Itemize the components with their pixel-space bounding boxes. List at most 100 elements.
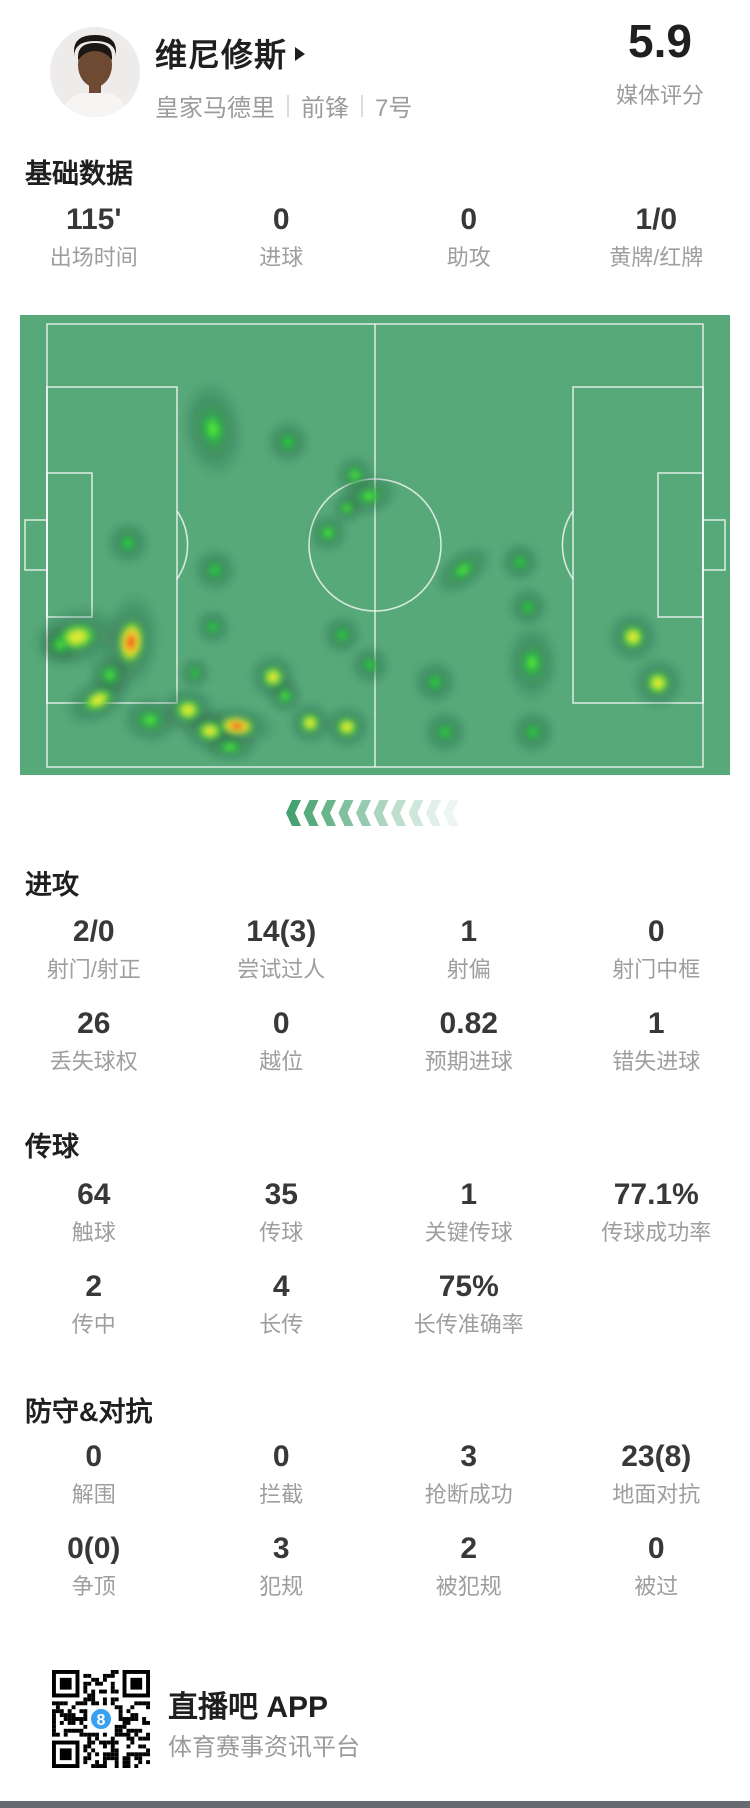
team-name: 皇家马德里: [155, 95, 275, 122]
separator: [361, 94, 363, 117]
stat-label: 出场时间: [49, 245, 138, 270]
stat-label: 射门中框: [612, 957, 701, 982]
basic-stats-grid: 115' 出场时间 0 进球 0 助攻 1/0 黄牌/红牌: [0, 203, 750, 271]
stat-cell: 64 触球: [0, 1178, 188, 1246]
qr-code-image: 8: [52, 1670, 150, 1768]
stat-value: 14(3): [246, 915, 317, 948]
stat-cell: 0 解围: [0, 1440, 188, 1508]
stat-value: 3: [460, 1440, 478, 1473]
stat-cell: 115' 出场时间: [0, 203, 188, 271]
shirt-number: 7号: [375, 95, 413, 122]
stat-cell: 1 射偏: [375, 915, 563, 983]
stat-value: 2: [85, 1270, 103, 1303]
stat-value: 0: [647, 1532, 665, 1565]
defense-stats-grid: 0 解围 0 拦截 3 抢断成功 23(8) 地面对抗 0(0) 争顶 3 犯规 2 被犯规 0 被过: [0, 1440, 750, 1600]
stat-label: 射偏: [446, 957, 491, 982]
stat-label: 尝试过人: [237, 957, 326, 982]
stat-label: 被过: [634, 1574, 679, 1599]
stat-value: 0: [85, 1440, 103, 1473]
stat-value: 0(0): [67, 1532, 121, 1565]
stat-value: 1: [460, 1178, 478, 1211]
stat-cell: 23(8) 地面对抗: [563, 1440, 750, 1508]
stat-cell: 0(0) 争顶: [0, 1532, 188, 1600]
stat-value: 1: [647, 1007, 665, 1040]
separator: [287, 94, 289, 117]
stat-cell: 0.82 预期进球: [375, 1007, 563, 1075]
section-title-passing: 传球: [25, 1132, 79, 1162]
stat-value: 0: [272, 203, 290, 236]
stat-value: 4: [272, 1270, 290, 1303]
position: 前锋: [301, 95, 349, 122]
stat-value: 77.1%: [613, 1178, 699, 1211]
stat-label: 传中: [71, 1312, 116, 1337]
stat-value: 0: [272, 1007, 290, 1040]
passing-stats-grid: 64 触球 35 传球 1 关键传球 77.1% 传球成功率 2 传中 4 长传 75% 长传准确率: [0, 1178, 750, 1338]
stat-cell: 1 错失进球: [563, 1007, 750, 1075]
player-name-row[interactable]: 维尼修斯: [155, 30, 306, 76]
stat-cell: 2 传中: [0, 1270, 188, 1338]
player-avatar: [50, 27, 140, 117]
app-slogan: 体育赛事资讯平台: [168, 1734, 360, 1761]
heatmap-pitch: [20, 315, 730, 775]
stat-value: 0: [460, 203, 478, 236]
stat-cell: 2/0 射门/射正: [0, 915, 188, 983]
stat-label: 长传: [259, 1312, 304, 1337]
stat-value: 35: [264, 1178, 298, 1211]
stat-cell: 0 助攻: [375, 203, 563, 271]
stat-label: 射门/射正: [46, 957, 141, 982]
app-name: 直播吧 APP: [168, 1691, 329, 1724]
stat-cell: 2 被犯规: [375, 1532, 563, 1600]
stat-label: 黄牌/红牌: [609, 245, 704, 270]
stat-label: 触球: [71, 1220, 116, 1245]
pitch-svg: [20, 315, 730, 775]
chevrons-left-icon: [286, 800, 459, 826]
stat-label: 拦截: [259, 1482, 304, 1507]
stat-label: 助攻: [446, 245, 491, 270]
stat-value: 3: [272, 1532, 290, 1565]
bottom-system-bar: [0, 1801, 750, 1808]
section-title-basic: 基础数据: [25, 159, 133, 189]
stat-label: 进球: [259, 245, 304, 270]
stat-value: 64: [77, 1178, 111, 1211]
stat-label: 传球成功率: [601, 1220, 712, 1245]
stat-cell: 0 拦截: [188, 1440, 376, 1508]
player-meta: 皇家马德里 前锋 7号: [155, 88, 412, 123]
stat-label: 预期进球: [424, 1049, 513, 1074]
section-title-defense: 防守&对抗: [25, 1397, 153, 1427]
stat-value: 23(8): [621, 1440, 692, 1473]
stat-label: 关键传球: [424, 1220, 513, 1245]
stat-value: 1: [460, 915, 478, 948]
app-qr-code: 8: [52, 1670, 150, 1768]
stat-value: 75%: [438, 1270, 499, 1303]
stat-cell: 1 关键传球: [375, 1178, 563, 1246]
heat-layer: [30, 378, 686, 764]
section-title-attack: 进攻: [25, 870, 79, 900]
player-name: 维尼修斯: [155, 37, 288, 73]
stat-cell: 0 越位: [188, 1007, 376, 1075]
stat-label: 犯规: [259, 1574, 304, 1599]
stat-cell: 3 抢断成功: [375, 1440, 563, 1508]
expand-caret-icon: [295, 47, 306, 61]
stat-label: 被犯规: [435, 1574, 502, 1599]
stat-cell: 0 射门中框: [563, 915, 750, 983]
svg-text:8: 8: [97, 1712, 106, 1729]
stat-cell: 4 长传: [188, 1270, 376, 1338]
stat-cell: 77.1% 传球成功率: [563, 1178, 750, 1246]
rating-label: 媒体评分: [615, 83, 704, 108]
attack-stats-grid: 2/0 射门/射正 14(3) 尝试过人 1 射偏 0 射门中框 26 丢失球权 0 越位 0.82 预期…: [0, 915, 750, 1075]
rating-value: 5.9: [628, 15, 692, 67]
stat-cell: 3 犯规: [188, 1532, 376, 1600]
stat-label: 地面对抗: [612, 1482, 701, 1507]
stat-label: 错失进球: [612, 1049, 701, 1074]
stat-cell: 1/0 黄牌/红牌: [563, 203, 750, 271]
stat-label: 传球: [259, 1220, 304, 1245]
attack-direction-indicator: [0, 799, 750, 827]
stat-cell: 75% 长传准确率: [375, 1270, 563, 1338]
stat-label: 解围: [71, 1482, 116, 1507]
stat-value: 0: [647, 915, 665, 948]
media-rating: 5.9 媒体评分: [616, 16, 704, 110]
player-photo: [50, 27, 140, 117]
stat-value: 2/0: [72, 915, 115, 948]
stat-cell: 0 被过: [563, 1532, 750, 1600]
stat-value: 0.82: [439, 1007, 498, 1040]
